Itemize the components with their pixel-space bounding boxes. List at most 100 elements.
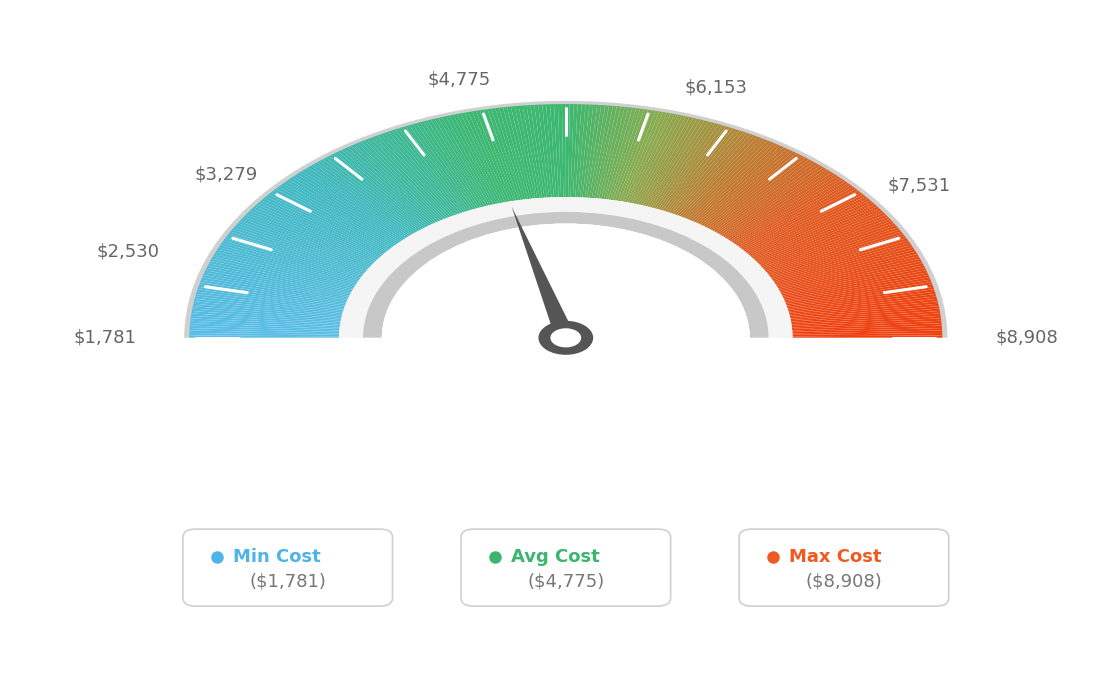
Wedge shape (580, 104, 593, 197)
Wedge shape (654, 122, 715, 208)
Wedge shape (587, 105, 605, 198)
Wedge shape (201, 277, 347, 303)
FancyBboxPatch shape (739, 529, 948, 606)
Wedge shape (491, 108, 523, 200)
Wedge shape (294, 175, 404, 240)
Wedge shape (785, 277, 931, 303)
Wedge shape (751, 202, 875, 257)
Wedge shape (302, 169, 408, 237)
Wedge shape (192, 308, 341, 322)
Wedge shape (762, 221, 894, 268)
Wedge shape (473, 111, 512, 201)
Wedge shape (326, 156, 423, 229)
Wedge shape (697, 147, 787, 224)
Wedge shape (351, 144, 438, 222)
Wedge shape (335, 152, 428, 226)
Wedge shape (221, 243, 359, 282)
Wedge shape (195, 294, 343, 313)
Wedge shape (191, 313, 340, 324)
Wedge shape (198, 287, 344, 308)
Circle shape (539, 321, 593, 355)
Wedge shape (254, 204, 380, 259)
Wedge shape (244, 215, 373, 265)
Wedge shape (625, 112, 667, 202)
Wedge shape (190, 331, 339, 335)
Wedge shape (736, 184, 851, 246)
Wedge shape (264, 197, 385, 254)
Text: ($4,775): ($4,775) (528, 572, 604, 590)
Wedge shape (420, 121, 480, 208)
Wedge shape (534, 105, 549, 197)
Wedge shape (778, 257, 920, 290)
Wedge shape (199, 284, 346, 307)
Wedge shape (739, 187, 856, 248)
Wedge shape (181, 338, 951, 577)
Wedge shape (571, 104, 577, 197)
Wedge shape (792, 316, 941, 326)
Wedge shape (619, 111, 659, 201)
Wedge shape (742, 190, 861, 250)
Wedge shape (527, 105, 544, 198)
Wedge shape (746, 197, 868, 254)
Wedge shape (753, 206, 880, 260)
Wedge shape (636, 115, 686, 204)
Wedge shape (793, 326, 942, 332)
Wedge shape (673, 132, 747, 215)
Wedge shape (790, 308, 940, 322)
Wedge shape (388, 130, 460, 214)
Wedge shape (728, 175, 838, 240)
Text: $4,775: $4,775 (427, 70, 491, 88)
Wedge shape (604, 108, 633, 199)
Wedge shape (640, 117, 693, 206)
Wedge shape (424, 121, 482, 208)
Wedge shape (723, 169, 829, 237)
Wedge shape (767, 230, 901, 274)
Wedge shape (757, 213, 885, 264)
Wedge shape (688, 141, 771, 219)
Wedge shape (511, 106, 535, 199)
Wedge shape (246, 213, 374, 264)
Wedge shape (656, 124, 719, 209)
Wedge shape (262, 199, 384, 255)
Wedge shape (782, 266, 925, 296)
FancyBboxPatch shape (461, 529, 670, 606)
Wedge shape (200, 279, 347, 304)
Wedge shape (371, 137, 450, 217)
Wedge shape (382, 224, 750, 338)
Wedge shape (530, 105, 546, 197)
Wedge shape (724, 171, 832, 238)
Wedge shape (771, 238, 909, 279)
Wedge shape (776, 252, 917, 287)
Wedge shape (348, 146, 436, 223)
Wedge shape (503, 107, 530, 199)
Wedge shape (395, 128, 465, 213)
Text: $2,530: $2,530 (96, 242, 159, 260)
Wedge shape (737, 185, 853, 247)
Wedge shape (338, 150, 431, 226)
Wedge shape (645, 119, 701, 206)
Text: Avg Cost: Avg Cost (511, 548, 599, 566)
Wedge shape (707, 155, 803, 228)
Wedge shape (208, 264, 351, 295)
Wedge shape (190, 321, 340, 329)
Wedge shape (590, 106, 609, 198)
Wedge shape (763, 223, 895, 270)
Wedge shape (223, 238, 361, 279)
Wedge shape (613, 109, 648, 200)
Wedge shape (681, 137, 761, 217)
Wedge shape (202, 275, 348, 302)
Wedge shape (305, 168, 411, 236)
Wedge shape (696, 146, 784, 223)
Wedge shape (792, 318, 942, 328)
Wedge shape (519, 106, 540, 198)
Wedge shape (615, 110, 651, 201)
Wedge shape (790, 304, 938, 319)
Wedge shape (402, 126, 469, 211)
Wedge shape (788, 294, 936, 313)
Wedge shape (569, 104, 574, 197)
Wedge shape (730, 176, 840, 242)
Wedge shape (209, 261, 352, 293)
Wedge shape (662, 126, 730, 211)
Wedge shape (781, 264, 924, 295)
FancyBboxPatch shape (183, 529, 393, 606)
